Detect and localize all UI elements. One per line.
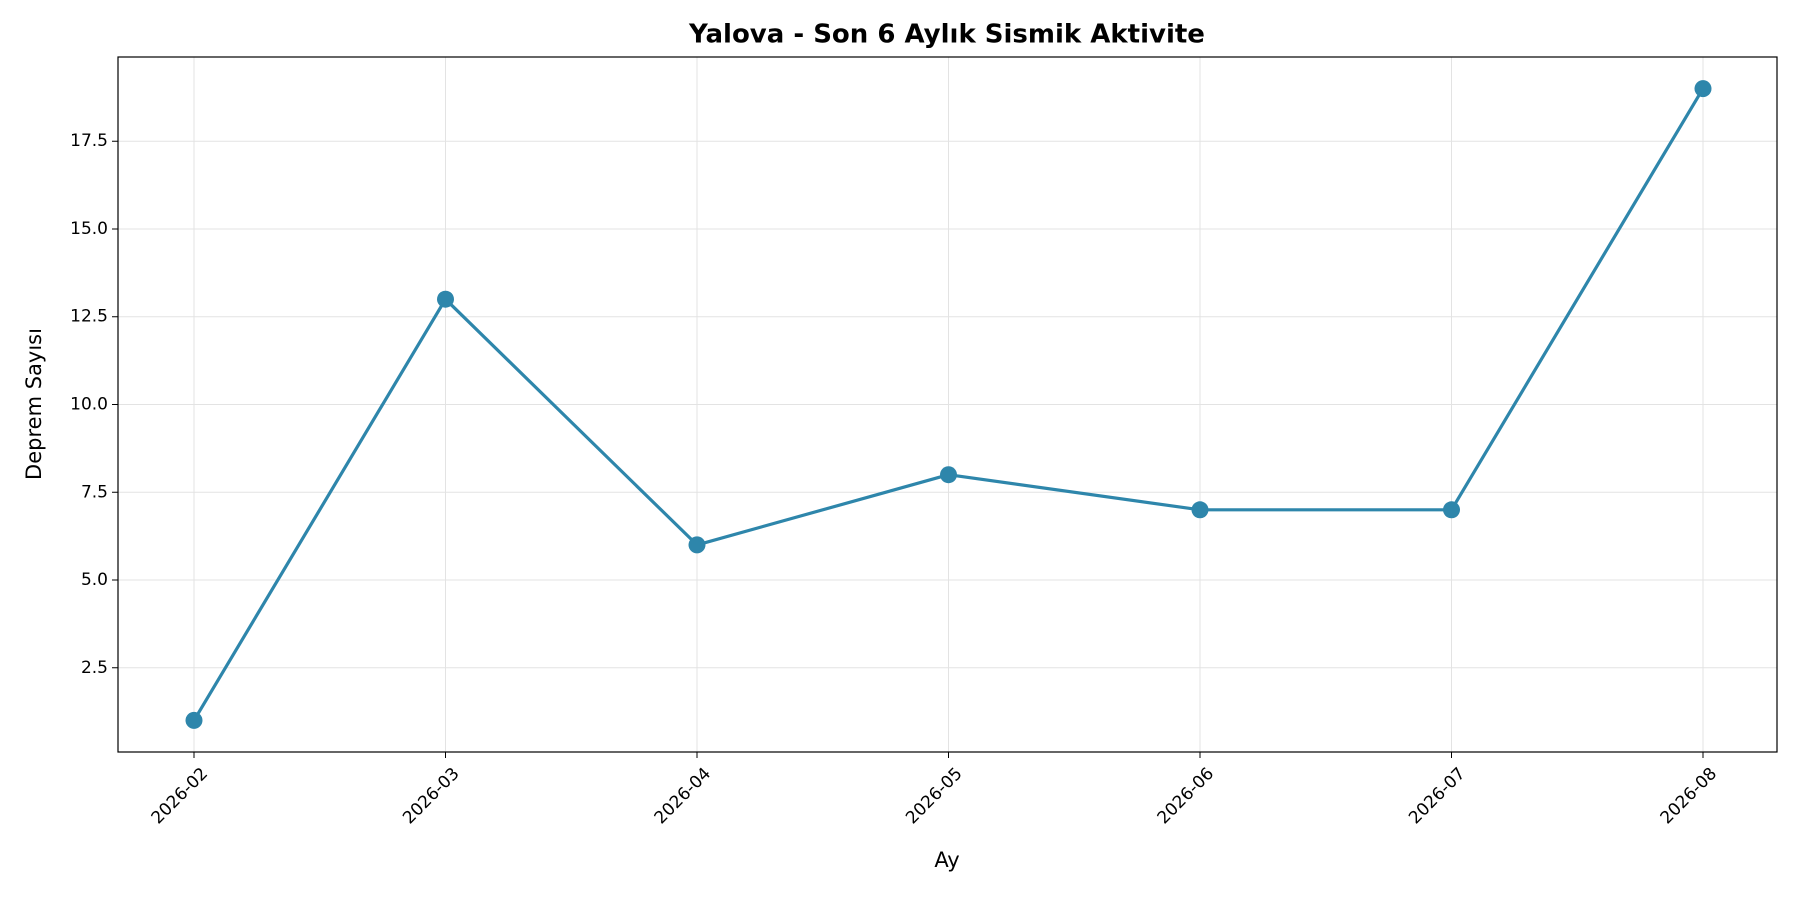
y-tick-label: 10.0 [70, 395, 108, 415]
data-point [185, 711, 203, 729]
y-tick-label: 12.5 [70, 307, 108, 327]
plot-frame [117, 56, 1778, 753]
x-tick-label: 2026-04 [651, 764, 715, 828]
x-tick-label: 2026-05 [902, 764, 966, 828]
x-tick-label: 2026-02 [148, 764, 212, 828]
x-tick-label: 2026-07 [1405, 764, 1469, 828]
x-tick-label: 2026-03 [399, 764, 463, 828]
y-tick-label: 2.5 [81, 658, 108, 678]
data-point [940, 466, 957, 484]
data-point [1191, 501, 1209, 519]
y-tick-label: 15.0 [70, 219, 108, 239]
x-axis-label: Ay [934, 848, 959, 872]
y-tick-label: 17.5 [70, 131, 108, 151]
data-point [1694, 80, 1712, 98]
y-axis-label: Deprem Sayısı [22, 328, 46, 480]
y-tick-label: 7.5 [81, 482, 108, 502]
data-point [1443, 501, 1460, 519]
data-point [437, 290, 454, 308]
x-tick-label: 2026-08 [1657, 764, 1721, 828]
chart-title: Yalova - Son 6 Aylık Sismik Aktivite [688, 20, 1205, 50]
data-point [688, 536, 706, 554]
x-tick-label: 2026-06 [1154, 764, 1218, 828]
y-tick-label: 5.0 [81, 570, 108, 590]
